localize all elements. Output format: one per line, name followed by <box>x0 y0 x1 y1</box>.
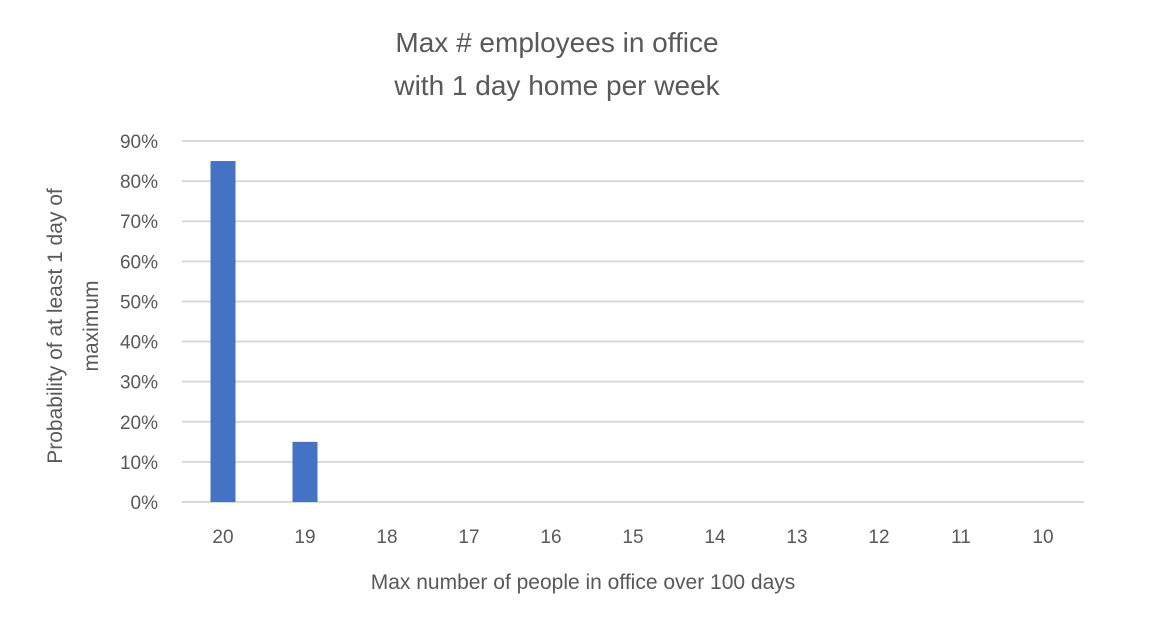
x-tick-label: 11 <box>951 527 971 548</box>
x-tick-label: 20 <box>212 527 233 548</box>
y-tick-label: 10% <box>120 453 158 474</box>
bar-20 <box>210 161 236 503</box>
chart-title-line-2: with 1 day home per week <box>393 70 720 101</box>
y-tick-label: 80% <box>120 172 158 193</box>
x-tick-label: 13 <box>786 527 807 548</box>
y-axis-tick-labels: 0% 10% 20% 30% 40% 50% 60% 70% 80% 90% <box>120 132 158 514</box>
y-tick-label: 70% <box>120 212 158 233</box>
y-axis-label-line-2: maximum <box>80 280 103 371</box>
y-tick-label: 90% <box>120 132 158 153</box>
x-tick-label: 14 <box>704 527 726 548</box>
x-tick-label: 19 <box>294 527 315 548</box>
bar-19 <box>292 441 318 502</box>
y-axis-label-line-1: Probability of at least 1 day of <box>44 188 67 464</box>
chart-title-line-1: Max # employees in office <box>395 27 718 58</box>
y-tick-label: 20% <box>120 413 158 434</box>
y-tick-label: 30% <box>120 373 158 394</box>
x-axis-tick-labels: 20 19 18 17 16 15 14 13 12 11 10 <box>212 527 1053 548</box>
x-tick-label: 10 <box>1032 527 1053 548</box>
x-tick-label: 16 <box>540 527 561 548</box>
x-tick-label: 12 <box>868 527 889 548</box>
x-axis-label: Max number of people in office over 100 … <box>371 571 796 594</box>
x-tick-label: 18 <box>376 527 397 548</box>
y-tick-label: 40% <box>120 333 158 354</box>
x-tick-label: 15 <box>622 527 643 548</box>
y-tick-label: 50% <box>120 292 158 313</box>
y-tick-label: 60% <box>120 252 158 273</box>
gridlines <box>182 140 1084 503</box>
bars <box>210 161 318 503</box>
y-tick-label: 0% <box>131 493 159 514</box>
x-tick-label: 17 <box>458 527 479 548</box>
